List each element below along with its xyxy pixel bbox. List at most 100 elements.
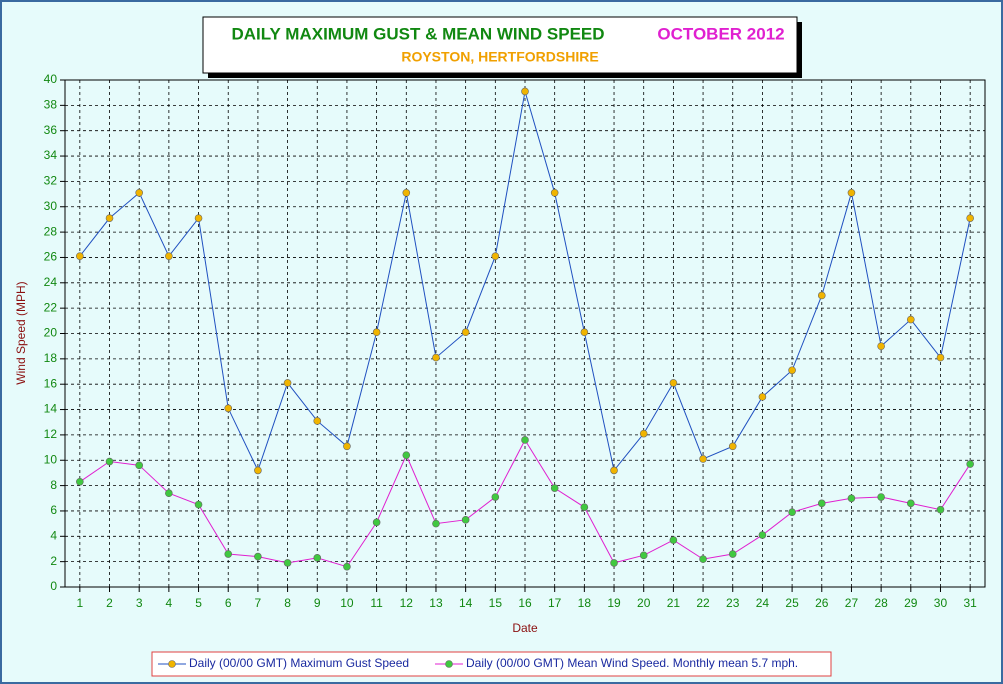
chart-title: DAILY MAXIMUM GUST & MEAN WIND SPEED [231, 24, 604, 43]
x-tick-label: 15 [489, 596, 503, 610]
data-point [461, 328, 470, 337]
data-point [610, 466, 618, 475]
x-tick-label: 21 [667, 596, 681, 610]
y-tick-label: 2 [50, 554, 57, 568]
y-tick-label: 30 [44, 199, 58, 213]
x-tick-label: 16 [518, 596, 532, 610]
x-tick-label: 28 [874, 596, 888, 610]
data-point [343, 442, 351, 451]
y-tick-label: 6 [50, 503, 57, 517]
data-point [907, 315, 915, 324]
data-point [847, 189, 856, 197]
data-point [936, 353, 945, 362]
chart-subtitle: ROYSTON, HERTFORDSHIRE [401, 49, 598, 65]
x-tick-label: 22 [696, 596, 710, 610]
data-point [550, 189, 559, 197]
data-point [699, 455, 707, 463]
data-point [432, 353, 440, 362]
x-tick-label: 9 [314, 596, 321, 610]
data-point [194, 214, 203, 222]
x-tick-label: 26 [815, 596, 829, 610]
y-tick-label: 36 [44, 123, 58, 137]
data-point [817, 499, 826, 508]
data-point [550, 484, 559, 492]
x-tick-label: 10 [340, 596, 354, 610]
x-tick-label: 3 [136, 596, 143, 610]
data-point [165, 252, 173, 260]
data-point [76, 252, 84, 260]
data-point [254, 466, 262, 475]
legend [151, 651, 832, 677]
x-tick-label: 11 [370, 596, 383, 610]
x-tick-label: 29 [904, 596, 918, 610]
data-point [343, 562, 351, 571]
y-tick-label: 34 [44, 148, 58, 162]
data-point [402, 451, 411, 459]
data-point [817, 291, 826, 300]
data-point [402, 189, 411, 197]
data-point [639, 429, 648, 438]
data-point [521, 436, 529, 444]
data-point [432, 519, 440, 528]
data-point [76, 477, 84, 486]
x-axis-label: Date [512, 621, 538, 635]
data-point [936, 505, 945, 514]
data-point [372, 518, 381, 527]
data-point [313, 417, 322, 425]
y-axis-label: Wind Speed (MPH) [14, 281, 28, 384]
x-tick-label: 19 [607, 596, 621, 610]
data-point [669, 536, 678, 544]
data-point [728, 550, 737, 558]
data-point [699, 555, 707, 563]
data-point [610, 559, 618, 567]
data-point [461, 516, 470, 524]
data-point [224, 404, 233, 413]
data-point [758, 393, 767, 401]
legend-label: Daily (00/00 GMT) Mean Wind Speed. Month… [466, 656, 798, 670]
y-tick-label: 10 [44, 452, 58, 466]
y-tick-label: 18 [44, 351, 58, 365]
data-point [372, 328, 381, 337]
data-point [847, 494, 856, 503]
x-tick-label: 25 [785, 596, 799, 610]
y-tick-label: 38 [44, 98, 58, 112]
data-point [788, 508, 796, 517]
y-tick-label: 4 [50, 528, 57, 542]
x-tick-label: 8 [284, 596, 291, 610]
y-tick-label: 26 [44, 250, 58, 264]
data-point [580, 328, 589, 337]
data-point [728, 442, 737, 451]
x-tick-label: 12 [400, 596, 414, 610]
data-point [194, 500, 203, 509]
data-point [907, 499, 915, 508]
legend-marker [445, 660, 453, 668]
data-point [580, 503, 589, 511]
x-tick-label: 5 [195, 596, 202, 610]
y-tick-label: 12 [44, 427, 58, 441]
data-point [491, 493, 500, 501]
x-tick-label: 24 [756, 596, 770, 610]
x-tick-label: 6 [225, 596, 232, 610]
x-tick-label: 27 [845, 596, 859, 610]
x-tick-label: 20 [637, 596, 651, 610]
x-tick-label: 7 [255, 596, 262, 610]
data-point [669, 379, 678, 387]
data-point [788, 366, 796, 375]
y-tick-label: 20 [44, 326, 58, 340]
data-point [105, 457, 114, 466]
y-tick-label: 28 [44, 224, 58, 238]
y-tick-label: 32 [44, 174, 58, 188]
y-tick-label: 16 [44, 376, 58, 390]
y-tick-label: 8 [50, 478, 57, 492]
data-point [877, 493, 885, 501]
title-box [202, 16, 798, 74]
x-tick-label: 4 [166, 596, 173, 610]
x-tick-label: 17 [548, 596, 562, 610]
legend-label: Daily (00/00 GMT) Maximum Gust Speed [189, 656, 409, 670]
data-point [254, 552, 262, 561]
y-tick-label: 22 [44, 300, 58, 314]
x-tick-label: 31 [963, 596, 977, 610]
x-tick-label: 23 [726, 596, 740, 610]
y-tick-label: 0 [50, 579, 57, 593]
